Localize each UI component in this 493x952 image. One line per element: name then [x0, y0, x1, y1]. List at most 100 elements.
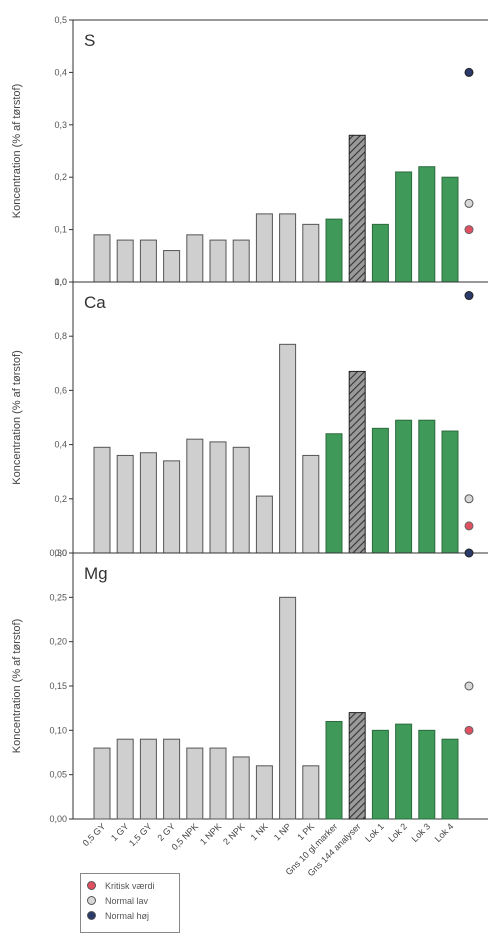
bar: [279, 343, 297, 554]
bar: [395, 171, 413, 283]
x-category-label: Lok 1: [363, 821, 386, 844]
bar: [93, 446, 111, 554]
bar: [325, 218, 343, 283]
marker-kritisk-vaerdi: [464, 521, 474, 531]
legend-item-normal-lav: Normal lav: [87, 893, 173, 908]
x-category-label: 1 PK: [295, 821, 316, 842]
marker-kritisk-vaerdi: [464, 225, 474, 235]
chart-legend: Kritisk værdi Normal lav Normal høj: [80, 873, 180, 933]
marker-normal-hoj: [464, 548, 474, 558]
y-axis-label: Koncentration (% af tørstof): [11, 350, 23, 485]
bar: [371, 223, 389, 283]
dark-dot-icon: [87, 911, 96, 920]
bar: [163, 460, 181, 554]
bar: [232, 756, 250, 820]
bar: [116, 738, 134, 820]
x-category-label: Lok 3: [410, 821, 433, 844]
bar: [232, 239, 250, 283]
bar: [209, 239, 227, 283]
legend-label: Normal lav: [105, 895, 149, 906]
red-dot-icon: [87, 881, 96, 890]
y-tick-label: 1,0: [54, 277, 67, 287]
bar: [371, 427, 389, 554]
bar: [186, 234, 204, 283]
bar: [279, 596, 297, 820]
x-category-label: 1,5 GY: [127, 821, 154, 848]
x-category-label: 2 NPK: [221, 821, 246, 846]
bar: [93, 234, 111, 283]
bar: [418, 166, 436, 283]
bar: [279, 213, 297, 283]
y-tick-label: 0,10: [49, 725, 67, 735]
x-category-label: 1 NK: [249, 821, 270, 842]
bar: [116, 239, 134, 283]
y-tick-label: 0,2: [54, 172, 67, 182]
panel-mg: 0,00 0,05 0,10 0,15 0,20 0,25 0,30 Mg Koncentrat…: [11, 548, 488, 824]
bar: [186, 438, 204, 554]
x-category-label: 0,5 GY: [81, 821, 108, 848]
legend-label: Kritisk værdi: [105, 880, 155, 891]
bar: [325, 720, 343, 820]
marker-normal-lav: [464, 198, 474, 208]
panel-s: 0,0 0,1 0,2 0,3 0,4 0,5 S Koncentration (% af t…: [11, 15, 488, 287]
x-category-label: Lok 4: [433, 821, 456, 844]
y-tick-label: 0,15: [49, 681, 67, 691]
y-tick-label: 0,4: [54, 440, 67, 450]
gray-dot-icon: [87, 896, 96, 905]
panel-ca: 0,0 0,2 0,4 0,6 0,8 1,0 Ca Koncentration (% af …: [11, 277, 488, 558]
bar: [255, 765, 273, 820]
y-axis-label: Koncentration (% af tørstof): [11, 619, 23, 754]
bar: [139, 738, 157, 820]
bar: [395, 723, 413, 820]
y-tick-label: 0,25: [49, 592, 67, 602]
x-category-label: 1 NPK: [198, 821, 223, 846]
bar: [395, 419, 413, 554]
legend-item-kritisk: Kritisk værdi: [87, 878, 173, 893]
bar: [93, 747, 111, 820]
bar: [163, 738, 181, 820]
x-category-label: 1 NP: [272, 821, 293, 842]
marker-normal-lav: [464, 681, 474, 691]
bar: [209, 441, 227, 554]
bar: [139, 239, 157, 283]
marker-normal-hoj: [464, 67, 474, 77]
y-tick-label: 0,00: [49, 814, 67, 824]
bar: [441, 176, 459, 283]
panel-title: S: [84, 31, 95, 50]
bar: [371, 729, 389, 820]
marker-normal-lav: [464, 494, 474, 504]
y-tick-label: 0,0: [54, 277, 67, 287]
y-axis-label: Koncentration (% af tørstof): [11, 84, 23, 219]
y-tick-label: 0,8: [54, 331, 67, 341]
marker-normal-hoj: [464, 291, 474, 301]
bar: [163, 250, 181, 283]
bar: [325, 433, 343, 554]
legend-item-normal-hoj: Normal høj: [87, 908, 173, 923]
bar: [441, 738, 459, 820]
bar: [348, 370, 366, 554]
bar: [255, 213, 273, 283]
bar: [186, 747, 204, 820]
bar: [116, 454, 134, 554]
bar: [232, 446, 250, 554]
y-tick-label: 0,5: [54, 15, 67, 25]
y-tick-label: 0,4: [54, 67, 67, 77]
bar: [255, 495, 273, 554]
y-tick-label: 0,6: [54, 385, 67, 395]
bar: [348, 712, 366, 820]
y-tick-label: 0,0: [54, 548, 67, 558]
y-tick-label: 0,2: [54, 494, 67, 504]
bar: [209, 747, 227, 820]
bar: [441, 430, 459, 554]
bar: [348, 134, 366, 283]
x-category-label: Lok 2: [386, 821, 409, 844]
y-tick-label: 0,30: [49, 548, 67, 558]
legend-label: Normal høj: [105, 910, 150, 921]
bar: [418, 419, 436, 554]
bar: [418, 729, 436, 820]
y-tick-label: 0,05: [49, 770, 67, 780]
bar: [302, 223, 320, 283]
bar: [302, 765, 320, 820]
y-tick-label: 0,20: [49, 637, 67, 647]
